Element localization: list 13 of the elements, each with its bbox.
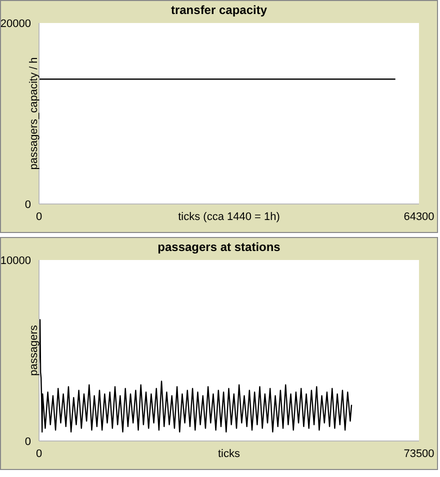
line-series — [39, 319, 352, 433]
y-tick-label: 10000 — [0, 254, 31, 267]
x-tick-label: 73500 — [404, 448, 434, 460]
y-axis-title: passagers — [28, 324, 40, 376]
x-axis-title: ticks (cca 1440 = 1h) — [178, 211, 280, 223]
y-tick-label: 20000 — [0, 18, 31, 30]
x-tick-label: 64300 — [404, 210, 434, 223]
y-tick-label: 0 — [24, 198, 31, 211]
y-tick-label: 0 — [24, 436, 31, 448]
chart-title: passagers at stations — [156, 239, 282, 256]
x-axis-title: ticks — [218, 448, 240, 460]
y-axis-title: passagers_capacity / h — [28, 57, 40, 170]
chart-title: transfer capacity — [170, 2, 268, 19]
